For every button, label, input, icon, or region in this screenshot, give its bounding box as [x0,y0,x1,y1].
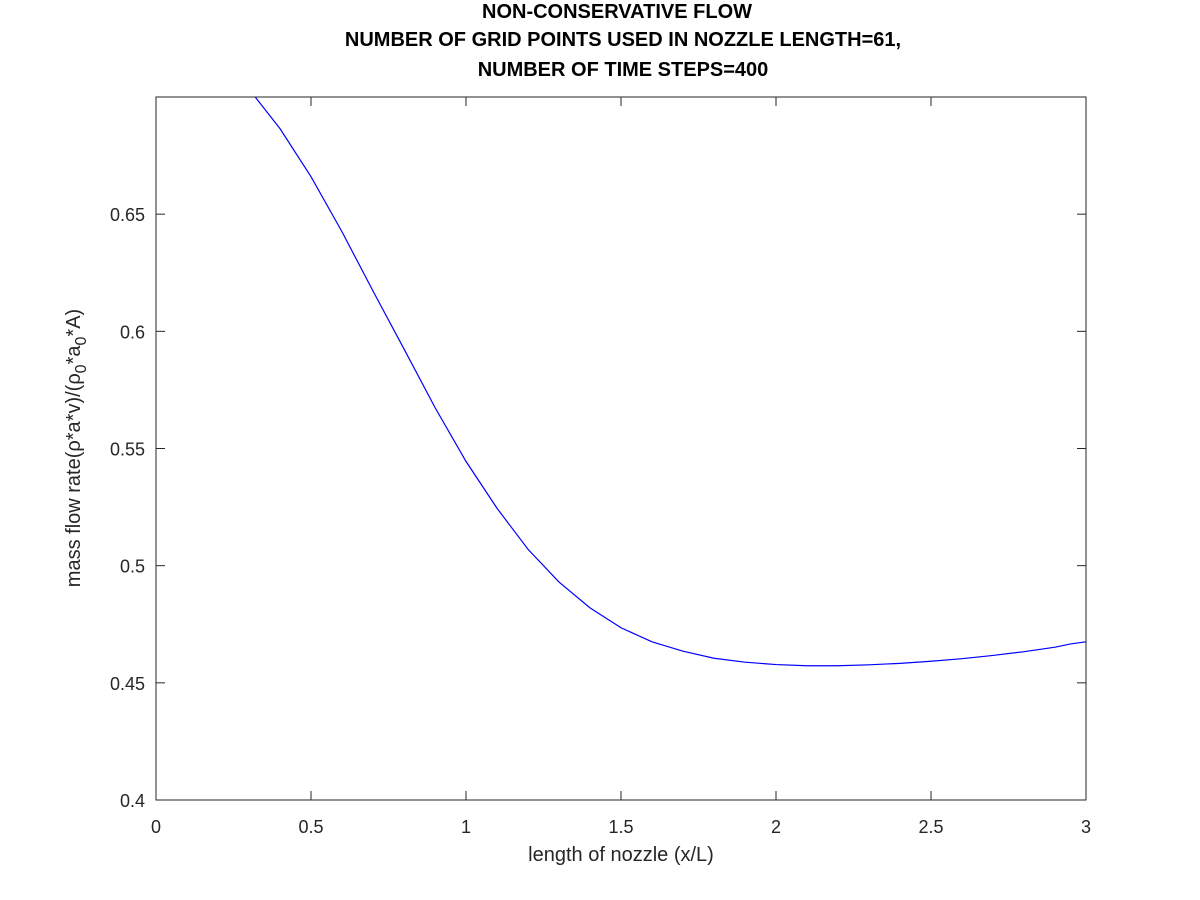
x-tick-label: 3 [1081,817,1091,837]
y-axis-label-part: 0 [73,336,90,345]
x-axis-ticks: 0 0.5 1 1.5 2 2.5 3 [151,97,1091,837]
y-tick-label: 0.55 [110,440,145,460]
x-tick-label: 2 [771,817,781,837]
y-axis-label-part: 0 [73,364,90,373]
y-tick-label: 0.4 [120,791,145,811]
title-line-2: NUMBER OF GRID POINTS USED IN NOZZLE LEN… [345,29,901,51]
x-tick-label: 1.5 [608,817,633,837]
title-line-3: NUMBER OF TIME STEPS=400 [478,59,769,81]
x-tick-label: 2.5 [918,817,943,837]
y-axis-label-part: *a [63,345,85,365]
y-tick-label: 0.6 [120,322,145,342]
plot-frame [155,96,1087,801]
y-axis-label-part: *A) [63,309,85,337]
y-tick-label: 0.5 [120,557,145,577]
y-axis-label-part: mass flow rate(ρ*a*v)/(ρ [63,373,85,587]
y-axis-label: mass flow rate(ρ*a*v)/(ρ0*a0*A) [63,309,90,587]
x-tick-label: 0.5 [298,817,323,837]
x-tick-label: 0 [151,817,161,837]
y-axis-ticks: 0.4 0.45 0.5 0.55 0.6 0.65 [110,205,1086,811]
x-tick-label: 1 [461,817,471,837]
x-axis-label: length of nozzle (x/L) [528,844,714,866]
title-line-1: NON-CONSERVATIVE FLOW [482,1,752,23]
y-tick-label: 0.45 [110,674,145,694]
mass-flow-rate-line [254,96,1087,667]
chart-title: NON-CONSERVATIVE FLOW NUMBER OF GRID POI… [345,1,901,81]
y-tick-label: 0.65 [110,205,145,225]
